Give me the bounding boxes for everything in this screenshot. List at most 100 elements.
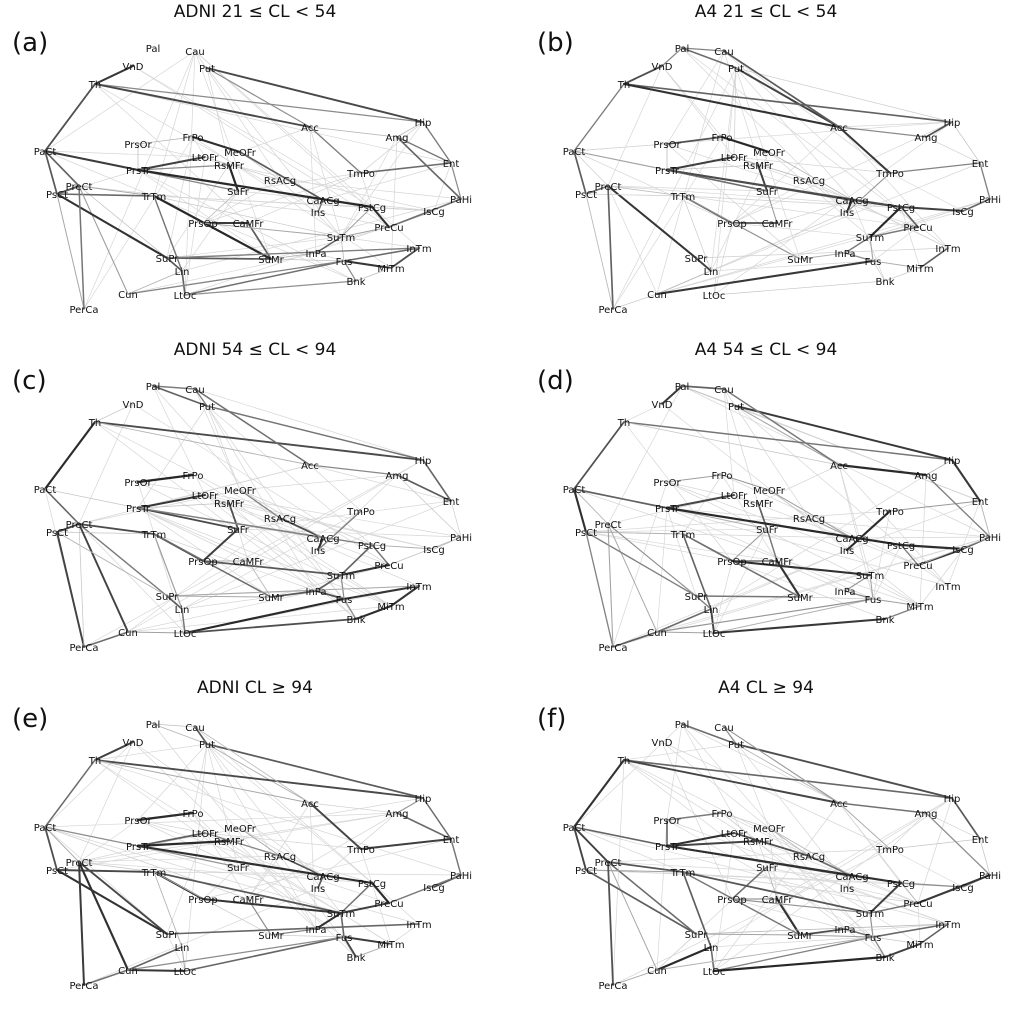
edge-PstCg-IsCg [900,206,964,212]
edge-faint [127,605,392,633]
edge-VnD-Th [623,403,663,423]
node-PreCu: PreCu [903,561,932,572]
edge-InPa-SuMr [270,590,317,598]
edge-faint [181,510,362,610]
edge-faint [204,494,420,587]
edge-PreCt-PerCa [77,860,86,987]
edge-faint [78,403,134,525]
edge-SuPr-InTm [166,923,420,935]
edge-SuMr-SuPr [166,257,272,260]
edge-SuTm-Fus [340,912,345,938]
edge-SuMr-Fus [270,934,345,938]
node-CaMFr: CaMFr [762,895,794,906]
edge-Fus-Bnk [872,936,886,958]
edge-Cun-Fus [127,936,345,971]
node-SuMr: SuMr [258,931,284,942]
edge-Ent-TmPo [889,162,981,174]
edge-faint [681,385,981,502]
edge-PaHi-PreCu [388,536,462,566]
node-Put: Put [728,740,744,751]
edge-Ent-PaHi [450,500,462,538]
node-IsCg: IsCg [952,545,974,556]
edge-Th-Acc [94,83,311,128]
node-PrsOp: PrsOp [188,895,217,906]
edge-faint [194,388,357,620]
edge-PstCg-IsCg [371,544,435,550]
node-InTm: InTm [935,244,960,255]
edge-IsCg-PaHi [962,198,991,212]
node-SuFr: SuFr [756,187,779,198]
edge-faint [612,759,625,986]
edge-PreCu-SuTm [869,226,919,238]
edge-faint [127,252,317,295]
edge-PreCt-Cun [607,861,658,971]
node-TrTm: TrTm [670,192,696,203]
edge-InPa-SuMr [799,928,846,936]
edge-RsMFr-PrsTr [136,839,231,848]
edge-SuMr-SuPr [695,933,801,936]
edge-InPa-SuMr [799,252,846,260]
edge-PsCt-TrTm [56,193,155,197]
edge-Acc-TmPo [309,802,362,850]
edge-faint [194,50,420,249]
node-MiTm: MiTm [377,264,404,275]
node-Lin: Lin [175,943,190,954]
edge-faint [710,936,874,948]
node-PaHi: PaHi [450,871,472,882]
edge-MeOFr-RsACg [768,827,810,857]
edge-faint [371,882,392,945]
node-Cun: Cun [647,628,667,639]
node-LtOc: LtOc [174,967,197,978]
edge-PstCg-IsCg [899,543,965,551]
node-TmPo: TmPo [875,169,904,180]
edge-Amg-Ent [925,136,981,164]
edge-InTm-MiTm [919,247,949,269]
edge-Th-PaCt [43,420,97,491]
edge-PaCt-PsCt [573,150,587,195]
node-LtOc: LtOc [703,291,726,302]
edge-faint [844,928,886,958]
node-Bnk: Bnk [347,953,366,964]
node-CaACg: CaACg [835,534,868,545]
edge-SuFr-CaMFr [237,528,249,562]
node-Amg: Amg [915,471,938,482]
panel-b: A4 21 ≤ CL < 54 (b) Pal Cau VnD Put Th Acc Hip Am… [511,0,1021,341]
edge-Put-Acc [206,67,311,128]
network-graph: Pal Cau VnD Put Th Acc Hip Amg Ent PaCt PrsOr FrPo M… [34,382,472,654]
edge-LtOFr-PrsTr [666,156,735,171]
edge-faint [612,67,737,310]
edge-Cau-Put [723,726,737,745]
edge-TrTm-Lin [682,195,712,272]
edge-Lin-Cun [127,946,183,971]
edge-Acc-Amg [309,464,398,476]
edge-InTm-MiTm [389,584,421,608]
edge-Put-Hip [206,405,424,461]
edge-Th-PaCt [573,421,625,490]
edge-PaCt-PreCt [573,150,609,187]
edge-SuTm-InPa [844,912,871,930]
edge-Pal-Put [681,385,737,407]
edge-PaCt-PsCt [573,826,587,871]
edge-SuPr-Lin [166,595,183,610]
node-Cau: Cau [714,385,733,396]
edge-PreCt-TrTm [78,861,155,873]
node-PrsTr: PrsTr [655,842,680,853]
node-FrPo: FrPo [712,809,733,820]
edge-PreCu-SuTm [339,563,391,577]
edge-Amg-Ent [396,812,452,840]
edge-PsCt-SuPr [56,531,168,597]
edge-faint [153,50,196,197]
edge-PreCt-Cun [78,523,129,633]
edge-Amg-Hip [925,121,953,138]
edge-faint [838,464,949,587]
edge-TmPo-Ins [845,509,892,552]
node-PrsOr: PrsOr [653,478,681,489]
edge-faint [340,121,424,238]
node-Acc: Acc [301,799,319,810]
node-TmPo: TmPo [346,169,375,180]
edge-TrTm-Lin [682,533,712,610]
edge-Fus-Bnk [343,936,357,958]
edge-faint [78,523,186,634]
edge-InTm-MiTm [390,923,420,945]
panel-letter: (d) [537,366,574,396]
